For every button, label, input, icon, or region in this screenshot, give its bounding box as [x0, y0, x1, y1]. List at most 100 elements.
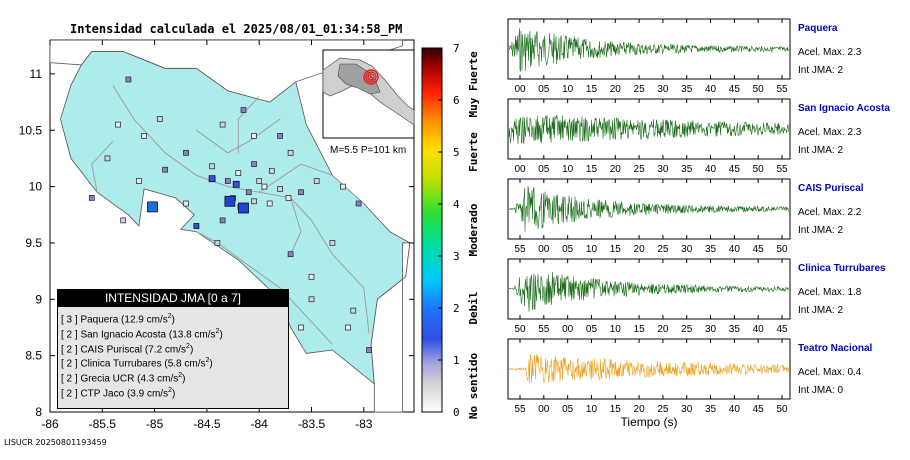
- panama-land: [370, 242, 411, 413]
- legend-row-level: [ 2 ]: [61, 343, 81, 355]
- lon-tick-label-6: -83: [355, 417, 373, 431]
- legend-row-close: ): [209, 358, 213, 370]
- station-marker-13: [268, 167, 275, 174]
- station-marker-39: [224, 178, 231, 184]
- waveform-tick-label: 55: [514, 244, 526, 255]
- station-jma: Int JMA: 2: [798, 65, 844, 76]
- legend-row-close: ): [171, 388, 176, 400]
- station-jma: Int JMA: 2: [798, 145, 844, 156]
- road-6: [237, 96, 260, 153]
- waveform-tick-label: 40: [705, 164, 717, 175]
- waveform-tick-label: 25: [681, 324, 693, 335]
- waveform-trace-2: [508, 186, 789, 232]
- waveform-tick-label: 00: [514, 84, 526, 95]
- station-marker-3: [183, 149, 189, 156]
- station-strong-5: [193, 223, 200, 229]
- waveform-tick-label: 40: [753, 324, 765, 335]
- colorbar-label-3: Fuerte: [467, 132, 480, 172]
- station-name: Teatro Nacional: [798, 343, 873, 354]
- legend-row: [ 2 ] Clinica Turrubares (5.8 cm/s2): [61, 357, 213, 369]
- waveform-tick-label: 10: [562, 84, 574, 95]
- waveform-tick-label: 35: [705, 404, 717, 415]
- colorbar-tick-label-2: 2: [453, 302, 460, 315]
- waveform-tick-label: 40: [705, 84, 717, 95]
- waveform-tick-label: 05: [562, 244, 574, 255]
- station-marker-31: [350, 307, 357, 314]
- waveform-trace-3: [508, 271, 789, 312]
- station-jma: Int JMA: 0: [798, 385, 844, 396]
- waveform-tick-label: 30: [681, 404, 693, 415]
- waveform-tick-label: 20: [634, 404, 646, 415]
- footer-id: LISUCR 20250801193459: [4, 438, 107, 447]
- lat-tick-label-4: 10: [29, 180, 43, 194]
- legend-row: [ 3 ] Paquera (12.9 cm/s2): [61, 313, 175, 325]
- station-marker-33: [240, 107, 247, 113]
- station-marker-22: [329, 240, 336, 246]
- legend-row: [ 2 ] Grecia UCR (4.3 cm/s2): [61, 372, 186, 384]
- station-name: Paquera: [798, 23, 838, 34]
- waveform-panel-4: 55 00 05 10 15 20 25 30 35 40 45 50: [507, 338, 791, 415]
- legend-row-level: [ 3 ]: [61, 314, 81, 326]
- station-marker-24: [287, 251, 294, 258]
- lon-tick-label-2: -85: [146, 417, 164, 431]
- station-jma: Int JMA: 2: [798, 225, 844, 236]
- station-name: CAIS Puriscal: [798, 183, 864, 194]
- waveform-tick-label: 40: [729, 404, 741, 415]
- lat-tick-label-5: 10.5: [19, 123, 43, 137]
- waveform-tick-label: 35: [729, 324, 741, 335]
- epicenter-ring-1: [365, 71, 377, 83]
- legend-row-name: CTP Jaco: [80, 388, 127, 400]
- legend-row-name: Clinica Turrubares: [80, 358, 165, 370]
- waveform-tick-label: 45: [729, 84, 741, 95]
- waveform-tick-label: 45: [729, 164, 741, 175]
- station-strong-3: [208, 175, 216, 183]
- lat-tick-label-2: 9: [35, 292, 42, 306]
- lon-tick-label-1: -85.5: [89, 417, 117, 431]
- colorbar-tick-label-6: 6: [453, 94, 460, 107]
- station-marker-43: [308, 296, 315, 303]
- waveform-tick-label: 35: [681, 164, 693, 175]
- waveform-tick-label: 50: [753, 84, 765, 95]
- station-strong-0: [147, 201, 158, 213]
- waveform-tick-label: 05: [586, 324, 598, 335]
- station-marker-42: [219, 217, 226, 224]
- legend-row-close: ): [182, 373, 186, 385]
- station-strong-2: [238, 202, 249, 214]
- legend-row-sup: 2: [167, 313, 172, 320]
- waveform-tick-label: 35: [705, 244, 717, 255]
- lon-tick-label-5: -83.5: [298, 417, 326, 431]
- station-strong-4: [232, 180, 240, 188]
- station-marker-11: [235, 170, 242, 176]
- inset-costa-rica: [337, 63, 381, 95]
- station-accel: Acel. Max. 2.3: [798, 127, 862, 138]
- lat-tick-label-1: 8.5: [25, 349, 42, 363]
- colorbar-tick-label-7: 7: [453, 42, 460, 55]
- station-marker-20: [340, 183, 346, 190]
- waveform-tick-label: 10: [562, 164, 574, 175]
- legend-row: [ 2 ] San Ignacio Acosta (13.8 cm/s2): [61, 328, 223, 340]
- station-marker-6: [277, 133, 283, 139]
- waveform-tick-label: 55: [776, 84, 788, 95]
- legend-row-level: [ 2 ]: [61, 388, 81, 400]
- epicenter-ring-0: [363, 69, 379, 85]
- waveform-tick-label: 15: [610, 244, 622, 255]
- station-marker-25: [214, 240, 221, 246]
- station-marker-18: [298, 189, 304, 196]
- waveform-tick-label: 25: [657, 244, 669, 255]
- station-accel: Acel. Max. 1.8: [798, 287, 862, 298]
- waveform-tick-label: 45: [753, 244, 765, 255]
- colorbar-tick-label-0: 0: [453, 406, 460, 419]
- waveform-tick-label: 50: [776, 404, 788, 415]
- station-jma: Int JMA: 2: [798, 305, 844, 316]
- waveform-tick-label: 10: [586, 244, 598, 255]
- legend-row-value: (3.9 cm/s: [126, 388, 169, 400]
- station-marker-19: [313, 178, 320, 184]
- station-marker-15: [245, 189, 252, 196]
- station-marker-28: [120, 217, 127, 224]
- waveform-tick-label: 10: [586, 404, 598, 415]
- waveform-tick-label: 15: [610, 404, 622, 415]
- legend-row: [ 2 ] CAIS Puriscal (7.2 cm/s2): [61, 343, 193, 355]
- waveform-tick-label: 05: [562, 404, 574, 415]
- legend-row-level: [ 2 ]: [61, 373, 81, 385]
- station-marker-9: [162, 166, 168, 173]
